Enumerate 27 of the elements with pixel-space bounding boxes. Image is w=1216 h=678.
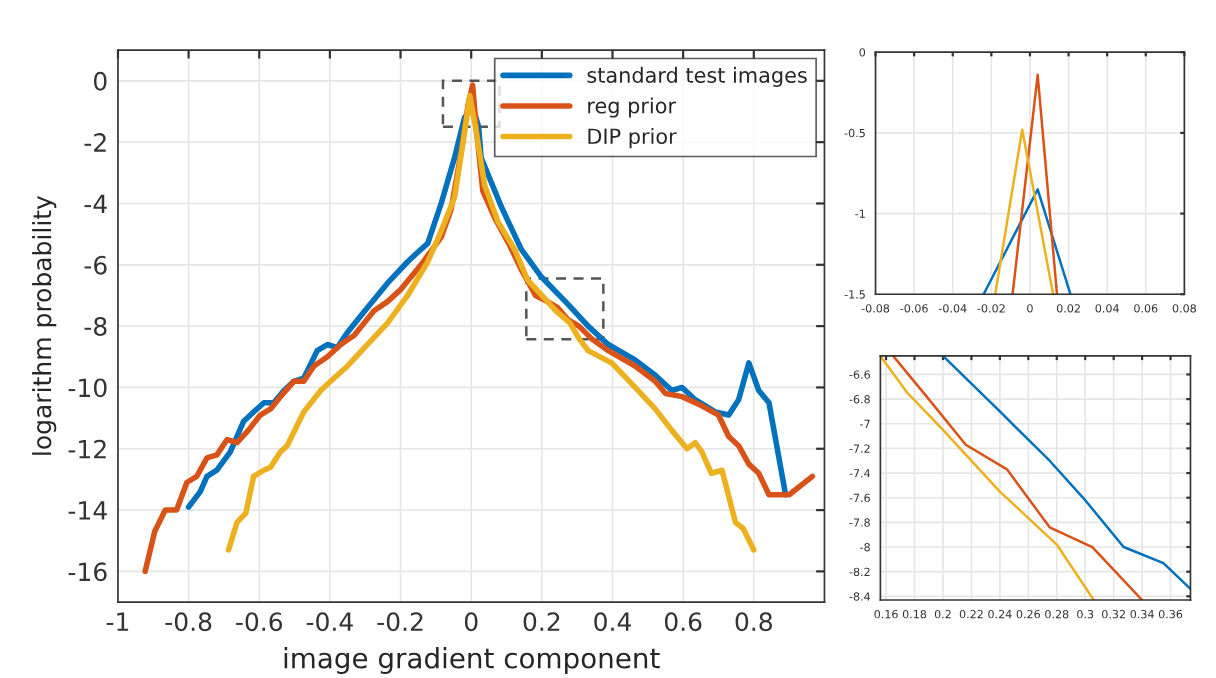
legend-label: standard test images [587, 66, 807, 87]
y-tick-label: 0 [93, 71, 107, 91]
y-tick-label: -12 [68, 439, 106, 459]
x-tick-label: -0.6 [236, 612, 283, 632]
x-tick-label: 0.8 [735, 612, 772, 632]
y-tick-label: -4 [84, 194, 107, 213]
y-tick-label: -16 [68, 562, 107, 582]
line-series [941, 355, 1191, 591]
x-tick-label: -0.4 [306, 612, 353, 632]
y-tick-label: -14 [68, 501, 107, 520]
line-series [891, 355, 1144, 601]
line-series [225, 92, 757, 553]
legend-label: reg prior [588, 97, 677, 118]
y-tick-label: -6 [84, 255, 107, 275]
x-tick-label: -0.2 [377, 612, 423, 632]
y-axis-title: logarithm probability [32, 195, 57, 455]
x-tick-label: -0.8 [165, 612, 212, 632]
x-axis-title: image gradient component [284, 647, 660, 674]
y-tick-label: -8 [84, 317, 107, 336]
x-tick-label: 0 [464, 612, 478, 632]
x-tick-label: 0.2 [523, 612, 560, 632]
legend-label: DIP prior [588, 128, 677, 149]
y-tick-label: -10 [68, 378, 107, 398]
y-tick-label: -2 [84, 133, 106, 152]
x-tick-label: 0.6 [664, 612, 702, 632]
x-tick-label: -1 [106, 612, 129, 631]
x-tick-label: 0.4 [594, 612, 631, 632]
